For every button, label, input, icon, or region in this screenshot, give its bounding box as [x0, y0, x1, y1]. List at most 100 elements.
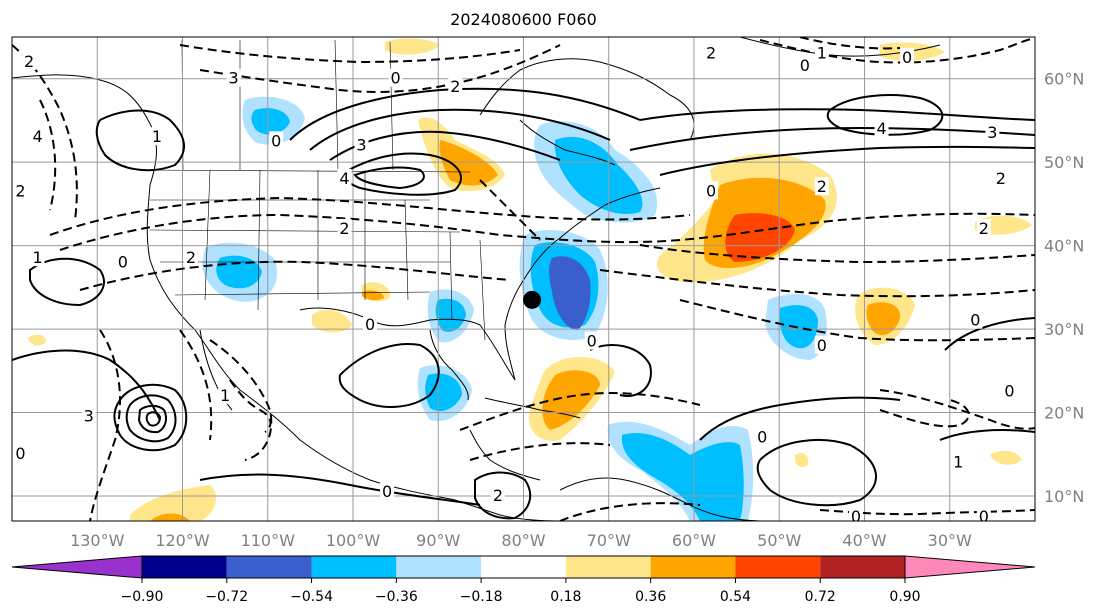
contour-label-bg: [388, 68, 403, 87]
contours-positive: [12, 87, 1035, 520]
contour-label-bg: [900, 47, 915, 66]
contour-label-bg: [968, 310, 983, 329]
colorbar-extend-min: [11, 555, 143, 579]
contour-label: 0: [817, 336, 827, 355]
contour-label: 0: [706, 181, 716, 200]
contour-label: 0: [15, 444, 25, 463]
contour-label: 1: [220, 386, 230, 405]
contour-label: 2: [706, 44, 716, 63]
contour-label: 2: [979, 219, 989, 238]
contour-label-bg: [985, 122, 1000, 141]
contour-label: 0: [382, 482, 392, 501]
contour-label-bg: [704, 43, 719, 62]
contour-label: 0: [391, 69, 401, 88]
contour-label: 2: [817, 177, 827, 196]
colorbar-tick-label: 0.54: [720, 589, 751, 605]
colorbar: −0.90 −0.72 −0.54 −0.36 −0.18 0.18 0.36 0.54 0.7…: [11, 555, 1036, 605]
lat-tick-label: 40°N: [1044, 237, 1084, 256]
contour-label: 2: [493, 486, 503, 505]
colorbar-tick-label: 0.36: [635, 589, 666, 605]
lon-tick-label: 40°W: [842, 531, 886, 550]
colorbar-swatch: [396, 556, 482, 578]
lon-tick-label: 130°W: [70, 531, 125, 550]
lon-tick-label: 80°W: [501, 531, 545, 550]
lat-tick-label: 10°N: [1044, 487, 1084, 506]
contour-label: 1: [953, 453, 963, 472]
contour-label-bg: [269, 131, 284, 150]
colorbar-tick-label: 0.72: [805, 589, 836, 605]
lon-tick-label: 50°W: [757, 531, 801, 550]
contour-label: 1: [152, 127, 162, 146]
contour-label: 4: [32, 127, 42, 146]
contour-label: 0: [851, 507, 861, 526]
gridlines: [12, 37, 1035, 521]
colorbar-tick-label: 0.18: [550, 589, 581, 605]
colorbar-swatch: [481, 556, 566, 578]
contour-label: 1: [817, 44, 827, 63]
contour-label: 2: [450, 77, 460, 96]
contour-label-bg: [874, 118, 889, 137]
lon-tick-label: 120°W: [155, 531, 210, 550]
contour-label-bg: [951, 452, 966, 471]
contour-label: 0: [365, 315, 375, 334]
lat-tick-label: 20°N: [1044, 404, 1084, 423]
contour-label-bg: [22, 52, 37, 71]
contour-label: 4: [876, 119, 886, 138]
contour-label-bg: [218, 385, 233, 404]
contour-label-bg: [704, 181, 719, 200]
contour-label-bg: [337, 218, 352, 237]
contour-label: 3: [229, 69, 239, 88]
contour-label-bg: [976, 218, 991, 237]
contour-label: 0: [800, 56, 810, 75]
contour-label: 0: [587, 332, 597, 351]
contour-label-bg: [490, 485, 505, 504]
axis-ticks: 130°W 120°W 110°W 100°W 90°W 80°W 70°W 60°W 50°W…: [70, 70, 1084, 550]
contour-label: 0: [254, 519, 264, 538]
contour-label: 2: [24, 52, 34, 71]
colorbar-extend-max: [904, 555, 1036, 579]
contour-label-bg: [814, 335, 829, 354]
map-title: 2024080600 F060: [450, 10, 597, 29]
contour-label-bg: [363, 314, 378, 333]
lon-tick-label: 110°W: [241, 531, 296, 550]
contour-label-bg: [252, 519, 267, 521]
contour-label: 2: [996, 169, 1006, 188]
contour-label-bg: [448, 77, 463, 96]
contour-label: 0: [902, 48, 912, 67]
colorbar-frame: [141, 555, 906, 579]
contour-label-bg: [184, 248, 199, 267]
contour-label: 2: [339, 219, 349, 238]
contour-label-bg: [797, 56, 812, 75]
colorbar-swatch: [226, 556, 312, 578]
contour-label: 0: [757, 428, 767, 447]
contour-label-bg: [149, 127, 164, 146]
contour-label-bg: [30, 127, 45, 146]
contour-label: 3: [356, 135, 366, 154]
colorbar-tick-label: −0.72: [205, 589, 248, 605]
contour-label-bg: [976, 506, 991, 521]
contour-label-bg: [226, 68, 241, 87]
colorbar-tick-label: −0.54: [290, 589, 333, 605]
lon-tick-label: 90°W: [416, 531, 460, 550]
contour-label: 1: [32, 248, 42, 267]
contour-label-bg: [354, 135, 369, 154]
colorbar-swatch: [820, 556, 905, 578]
contour-label: 4: [339, 169, 349, 188]
colorbar-swatch: [650, 556, 736, 578]
colorbar-tick-label: −0.36: [375, 589, 418, 605]
lon-tick-label: 70°W: [587, 531, 631, 550]
contour-label-bg: [848, 506, 863, 521]
contour-label: 2: [15, 181, 25, 200]
contour-label-bg: [115, 252, 130, 271]
lon-tick-label: 100°W: [326, 531, 381, 550]
contour-label: 2: [186, 248, 196, 267]
colorbar-tick-label: −0.18: [460, 589, 503, 605]
contour-label: 3: [987, 123, 997, 142]
colorbar-swatch: [142, 556, 227, 578]
lon-tick-label: 60°W: [672, 531, 716, 550]
contour-label-bg: [380, 481, 395, 500]
contour-label-bg: [81, 406, 96, 425]
